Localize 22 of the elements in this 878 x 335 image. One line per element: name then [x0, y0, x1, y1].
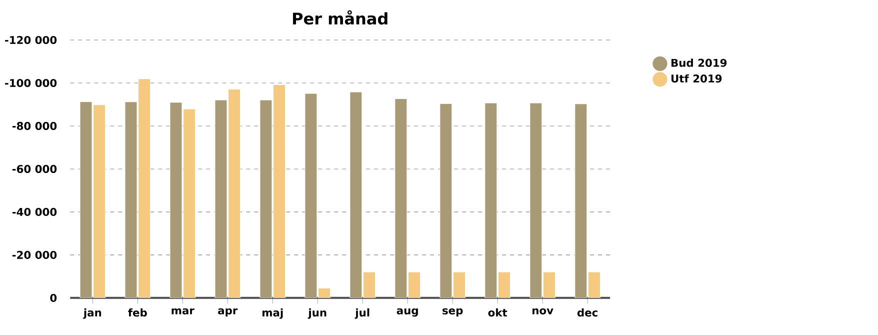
- x-tick-label: feb: [128, 308, 147, 317]
- y-tick-label: -20 000: [12, 250, 57, 260]
- chart-title: Per månad: [293, 10, 388, 25]
- legend-label: Bud 2019: [671, 58, 727, 67]
- y-tick-label: -80 000: [12, 122, 57, 130]
- x-tick-label: jun: [308, 308, 326, 319]
- y-tick-label: -120 000: [5, 36, 57, 44]
- x-tick-label: apr: [218, 308, 238, 317]
- x-tick-label: sep: [442, 308, 463, 317]
- x-tick-label: jul: [354, 308, 370, 319]
- legend-label: Utf 2019: [671, 74, 722, 83]
- x-tick-label: nov: [532, 308, 554, 314]
- x-tick-label: maj: [262, 308, 283, 319]
- x-tick-label: aug: [396, 308, 418, 317]
- x-tick-label: dec: [577, 308, 598, 317]
- y-tick-label: 0: [50, 294, 57, 302]
- y-tick-label: -40 000: [12, 208, 57, 216]
- x-tick-label: okt: [488, 308, 508, 317]
- y-tick-label: -100 000: [5, 78, 57, 88]
- y-tick-label: -60 000: [12, 164, 57, 174]
- x-tick-label: jan: [83, 308, 102, 319]
- x-tick-label: mar: [172, 308, 194, 314]
